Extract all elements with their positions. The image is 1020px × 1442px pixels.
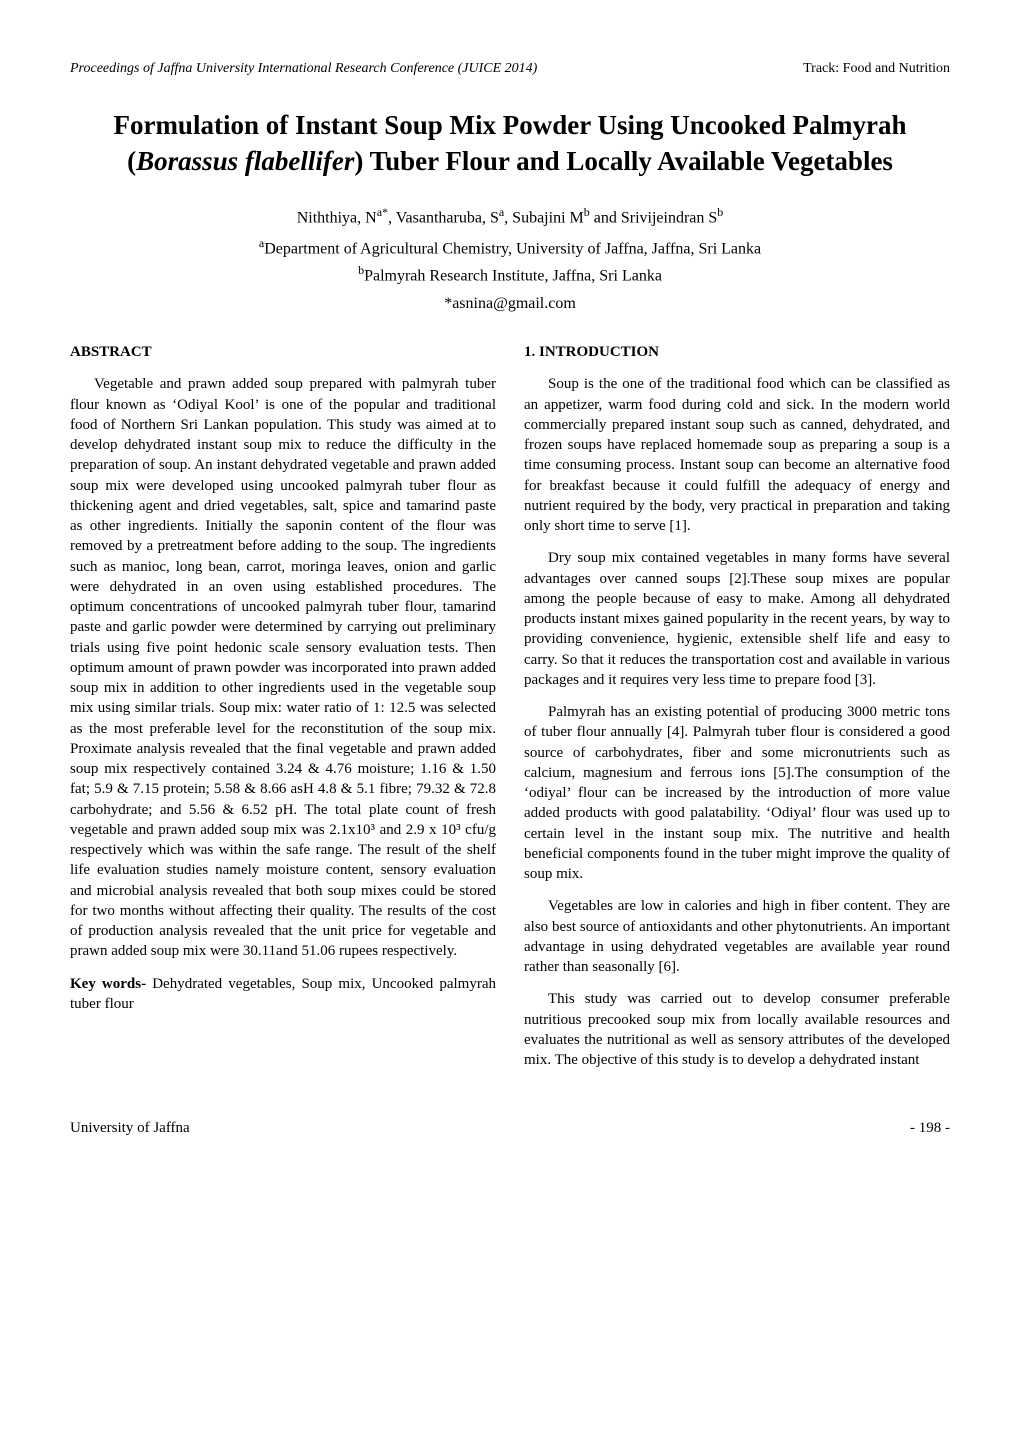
email-text: asnina@gmail.com	[452, 295, 576, 312]
author-2: , Vasantharuba, S	[388, 209, 499, 226]
email-prefix: *	[444, 295, 452, 312]
author-line: Niththiya, Na*, Vasantharuba, Sa, Subaji…	[70, 204, 950, 229]
intro-paragraph-1: Soup is the one of the traditional food …	[524, 374, 950, 536]
keywords-line: Key words- Dehydrated vegetables, Soup m…	[70, 974, 496, 1015]
abstract-paragraph: Vegetable and prawn added soup prepared …	[70, 374, 496, 961]
affil-a-text: Department of Agricultural Chemistry, Un…	[264, 240, 761, 257]
affil-b-text: Palmyrah Research Institute, Jaffna, Sri…	[364, 267, 662, 284]
intro-paragraph-2: Dry soup mix contained vegetables in man…	[524, 548, 950, 690]
author-1-sup: a*	[377, 205, 388, 219]
author-4-sup: b	[717, 205, 723, 219]
affiliation-a: aDepartment of Agricultural Chemistry, U…	[70, 235, 950, 260]
running-header: Proceedings of Jaffna University Interna…	[70, 60, 950, 79]
author-3: , Subajini M	[504, 209, 584, 226]
species-name: Borassus flabellifer	[136, 146, 354, 176]
corresponding-email: *asnina@gmail.com	[70, 293, 950, 315]
author-4: and Srivijeindran S	[590, 209, 718, 226]
affiliation-b: bPalmyrah Research Institute, Jaffna, Sr…	[70, 262, 950, 287]
introduction-heading: 1. INTRODUCTION	[524, 342, 950, 362]
intro-paragraph-5: This study was carried out to develop co…	[524, 989, 950, 1070]
paper-title: Formulation of Instant Soup Mix Powder U…	[70, 107, 950, 180]
abstract-heading: ABSTRACT	[70, 342, 496, 362]
running-footer: University of Jaffna - 198 -	[70, 1118, 950, 1138]
keywords-label: Key words-	[70, 976, 146, 992]
header-left: Proceedings of Jaffna University Interna…	[70, 60, 537, 79]
header-right: Track: Food and Nutrition	[803, 60, 950, 79]
intro-paragraph-3: Palmyrah has an existing potential of pr…	[524, 702, 950, 884]
intro-paragraph-4: Vegetables are low in calories and high …	[524, 896, 950, 977]
footer-right: - 198 -	[910, 1118, 950, 1138]
body-columns: ABSTRACT Vegetable and prawn added soup …	[70, 342, 950, 1082]
footer-left: University of Jaffna	[70, 1118, 190, 1138]
author-1: Niththiya, N	[297, 209, 377, 226]
